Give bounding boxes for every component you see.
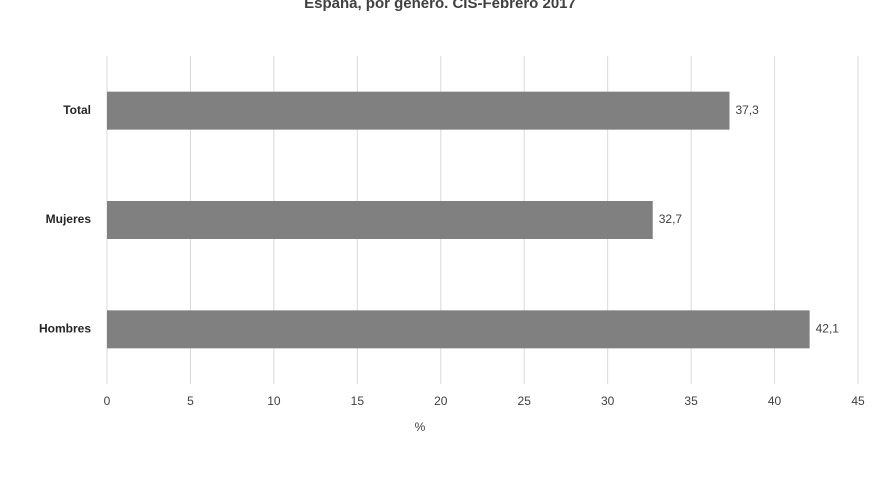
x-tick-label: 40 [768, 394, 782, 408]
data-label: 42,1 [816, 322, 840, 336]
y-tick-label: Hombres [39, 322, 91, 336]
x-axis-label: % [415, 420, 426, 434]
data-label: 32,7 [659, 212, 683, 226]
x-tick-label: 30 [601, 394, 615, 408]
chart-title: España, por género. CIS-Febrero 2017 [304, 0, 576, 12]
x-tick-label: 20 [434, 394, 448, 408]
x-tick-label: 45 [851, 394, 865, 408]
y-tick-label: Mujeres [46, 212, 92, 226]
x-tick-label: 5 [187, 394, 194, 408]
x-tick-label: 35 [684, 394, 698, 408]
bar [107, 310, 810, 349]
x-tick-label: 10 [267, 394, 281, 408]
x-tick-label: 25 [518, 394, 532, 408]
x-tick-label: 0 [104, 394, 111, 408]
x-tick-label: 15 [351, 394, 365, 408]
bar [107, 91, 730, 130]
bar [107, 201, 653, 239]
data-label: 37,3 [735, 103, 759, 117]
y-tick-label: Total [63, 103, 91, 117]
